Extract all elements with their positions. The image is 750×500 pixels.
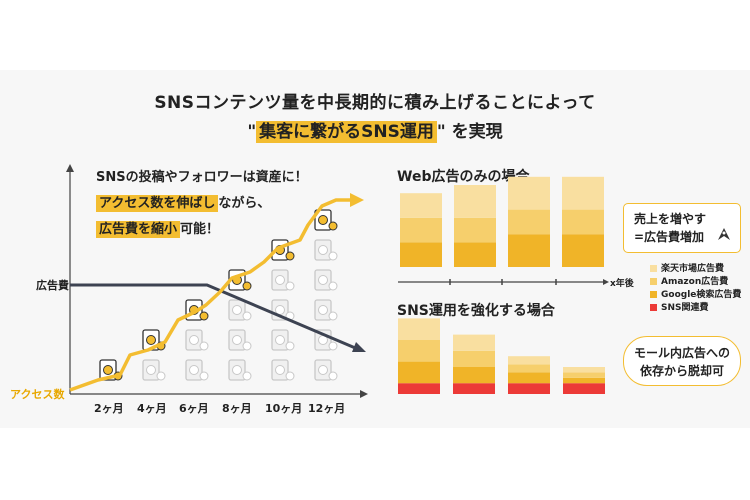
headline-suffix: " を実現 <box>436 122 503 142</box>
post-icon-past <box>228 359 252 381</box>
bar-segment <box>453 383 495 394</box>
legend-item: Amazon広告費 <box>650 274 728 287</box>
headline-quote-open: " <box>247 122 257 142</box>
intro-line1: SNSの投稿やフォロワーは資産に！ <box>96 170 308 185</box>
x-tick-label: 10ヶ月 <box>265 402 303 415</box>
post-icon-past <box>314 299 338 321</box>
callout2-line2: 依存から脱却可 <box>639 364 724 378</box>
post-icon-past <box>228 299 252 321</box>
bar-segment <box>562 234 604 267</box>
x-tick-label: 4ヶ月 <box>137 402 167 415</box>
bar-segment <box>508 234 550 267</box>
bar-segment <box>508 176 550 210</box>
post-icon-past <box>228 329 252 351</box>
callout2-line1: モール内広告への <box>633 346 730 360</box>
bar-segment <box>400 193 442 218</box>
headline-highlight: 集客に繋がるSNS運用 <box>256 121 437 143</box>
callout1-line1: 売上を増やす <box>634 212 707 226</box>
legend-item: Google検索広告費 <box>650 287 741 300</box>
legend-item: SNS関連費 <box>650 300 709 313</box>
bar-segment <box>562 176 604 210</box>
post-icon-past <box>142 359 166 381</box>
callout1-line2: =広告費増加 <box>634 230 705 244</box>
bar-segment <box>454 185 496 218</box>
cost-line <box>70 283 361 352</box>
bar-segment <box>563 383 605 394</box>
post-icon-past <box>271 269 295 291</box>
bar-segment <box>454 217 496 243</box>
post-icon-past <box>314 239 338 261</box>
bar-segment <box>400 217 442 243</box>
cost-line-arrow <box>352 342 366 352</box>
legend-label: SNS関連費 <box>661 303 709 313</box>
intro-line3: 広告費を縮小 可能！ <box>96 218 220 238</box>
bar-segment <box>453 350 495 367</box>
intro-highlight-access: アクセス数を伸ばし <box>96 195 219 212</box>
intro-highlight-cost: 広告費を縮小 <box>96 221 181 238</box>
callout-sales-increase: 売上を増やす =広告費増加 <box>623 203 741 253</box>
legend-swatch <box>650 265 657 272</box>
bar-segment <box>398 318 440 340</box>
post-icon-past <box>271 329 295 351</box>
legend-swatch <box>650 291 657 298</box>
callout-escape-dependency: モール内広告への 依存から脱却可 <box>623 336 741 386</box>
bar-segment <box>400 242 442 267</box>
web-chart-axis-arrow <box>603 279 609 285</box>
intro-line2-rest: ながら、 <box>218 196 271 211</box>
post-icon-past <box>314 359 338 381</box>
post-icon-past <box>314 329 338 351</box>
legend-label: Amazon広告費 <box>661 277 729 287</box>
access-line <box>69 198 350 392</box>
bar-segment <box>563 367 605 373</box>
bar-segment <box>563 372 605 378</box>
x-tick-label: 12ヶ月 <box>308 402 346 415</box>
bar-segment <box>453 334 495 351</box>
legend-label: 楽天市場広告費 <box>661 264 725 274</box>
post-icon-past <box>271 359 295 381</box>
bar-segment <box>453 367 495 384</box>
intro-line3-rest: 可能！ <box>180 222 220 237</box>
legend-swatch <box>650 278 657 285</box>
bar-segment <box>562 209 604 235</box>
x-tick-label: 2ヶ月 <box>94 402 124 415</box>
x-tick-label: 8ヶ月 <box>222 402 252 415</box>
x-axis-arrow <box>360 390 368 398</box>
y-label-access: アクセス数 <box>10 388 65 401</box>
y-label-cost: 広告費 <box>36 279 69 292</box>
post-icon-active <box>314 209 338 231</box>
web-only-title: Web広告のみの場合 <box>397 169 530 185</box>
post-icon-past <box>185 329 209 351</box>
access-line-arrow <box>350 193 364 207</box>
x-axis-note: x年後 <box>610 279 634 289</box>
bar-segment <box>398 340 440 362</box>
sns-title: SNS運用を強化する場合 <box>397 303 555 319</box>
bar-segment <box>508 356 550 365</box>
bar-segment <box>508 209 550 235</box>
headline-line1: SNSコンテンツ量を中長期的に積み上げることによって <box>154 93 596 113</box>
legend-swatch <box>650 304 657 311</box>
rocket-icon <box>718 228 730 240</box>
bar-segment <box>398 361 440 384</box>
bar-segment <box>563 377 605 384</box>
bar-segment <box>508 372 550 384</box>
bar-segment <box>398 383 440 394</box>
axis-tick-marks <box>449 279 557 285</box>
legend-item: 楽天市場広告費 <box>650 261 724 274</box>
intro-line2: アクセス数を伸ばし ながら、 <box>96 192 271 212</box>
post-icon-past <box>185 359 209 381</box>
y-axis-arrow <box>66 164 74 172</box>
headline-line2: " 集客に繋がるSNS運用 " を実現 <box>0 117 750 143</box>
legend-label: Google検索広告費 <box>661 290 742 300</box>
x-tick-label: 6ヶ月 <box>179 402 209 415</box>
post-icon-past <box>314 269 338 291</box>
bar-segment <box>508 364 550 373</box>
bar-segment <box>508 383 550 394</box>
bar-segment <box>454 242 496 267</box>
